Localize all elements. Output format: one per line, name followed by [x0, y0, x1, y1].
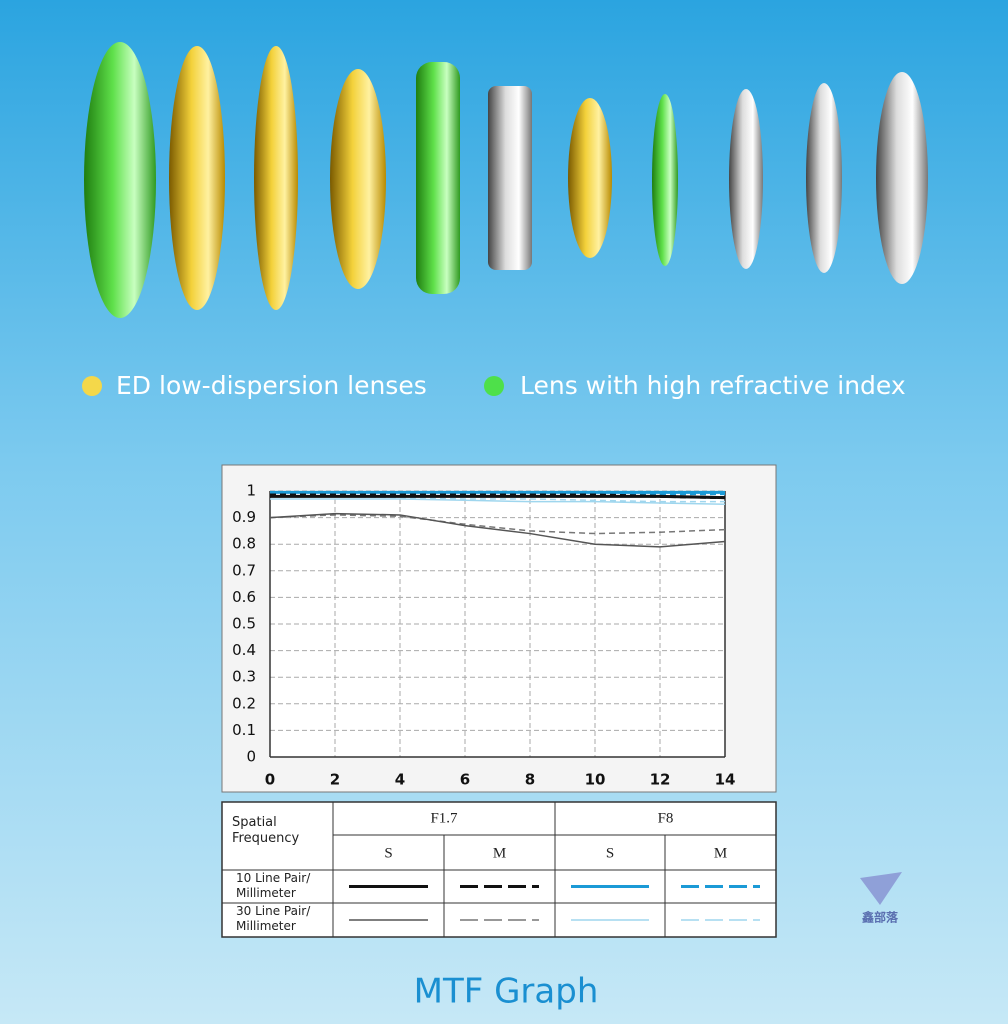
legend-table: Spatial Frequency F1.7 F8 S M S M 10 Line Pair/… [221, 801, 777, 938]
mode-label: S [606, 845, 614, 861]
legend-label: ED low-dispersion lenses [116, 371, 427, 400]
series-line [270, 494, 726, 500]
row-label-box: 30 Line Pair/ Millimeter [236, 904, 311, 933]
series-line [270, 498, 726, 506]
row-label-box: 10 Line Pair/ Millimeter [236, 871, 311, 900]
lens [568, 98, 612, 258]
y-tick-label: 0.2 [232, 694, 256, 712]
y-tick-label: 0.7 [232, 561, 256, 579]
lens [416, 62, 460, 294]
y-tick-label: 1 [246, 482, 256, 500]
x-tick-label: 4 [395, 771, 405, 789]
lens [652, 94, 678, 266]
x-tick-label: 12 [650, 771, 671, 789]
lens [254, 46, 298, 310]
lens [330, 69, 386, 289]
mode-label: S [384, 845, 392, 861]
x-tick-label: 8 [525, 771, 535, 789]
lens [488, 86, 532, 270]
x-tick-label: 0 [265, 771, 275, 789]
lens [84, 42, 156, 318]
aperture-label: F8 [658, 810, 674, 826]
y-tick-label: 0.8 [232, 535, 256, 553]
y-tick-label: 0.3 [232, 668, 256, 686]
y-tick-label: 0.9 [232, 508, 256, 526]
legend-dot [82, 376, 102, 396]
lens [169, 46, 225, 310]
y-tick-label: 0.5 [232, 615, 256, 633]
x-tick-label: 14 [715, 771, 736, 789]
row-label: 10 Line Pair/ Millimeter [236, 871, 311, 900]
aperture-label: F1.7 [430, 810, 458, 826]
y-tick-label: 0 [246, 748, 256, 766]
table-header-box: Spatial Frequency [232, 815, 300, 846]
legend-dot [484, 376, 504, 396]
y-tick-label: 0.6 [232, 588, 256, 606]
y-tick-label: 0.4 [232, 641, 256, 659]
lenses [84, 42, 928, 318]
lens [806, 83, 842, 273]
mode-label: M [714, 845, 727, 861]
series-line [269, 514, 726, 535]
x-tick-label: 2 [330, 771, 340, 789]
y-tick-label: 0.1 [232, 721, 256, 739]
row-label: 30 Line Pair/ Millimeter [236, 904, 311, 933]
lens [729, 89, 763, 269]
chart: 00.10.20.30.40.50.60.70.80.910 2 4 6 8 10 12 14 [232, 482, 735, 789]
x-tick-label: 10 [585, 771, 606, 789]
lens [876, 72, 928, 284]
series-line [269, 512, 726, 548]
x-tick-label: 6 [460, 771, 470, 789]
watermark-logo [860, 872, 902, 905]
mode-label: M [493, 845, 506, 861]
watermark: 鑫部落 [861, 910, 899, 925]
chart-title: MTF Graph [414, 972, 599, 1012]
legend-label: Lens with high refractive index [520, 371, 906, 400]
table-header: Spatial Frequency [232, 815, 300, 846]
